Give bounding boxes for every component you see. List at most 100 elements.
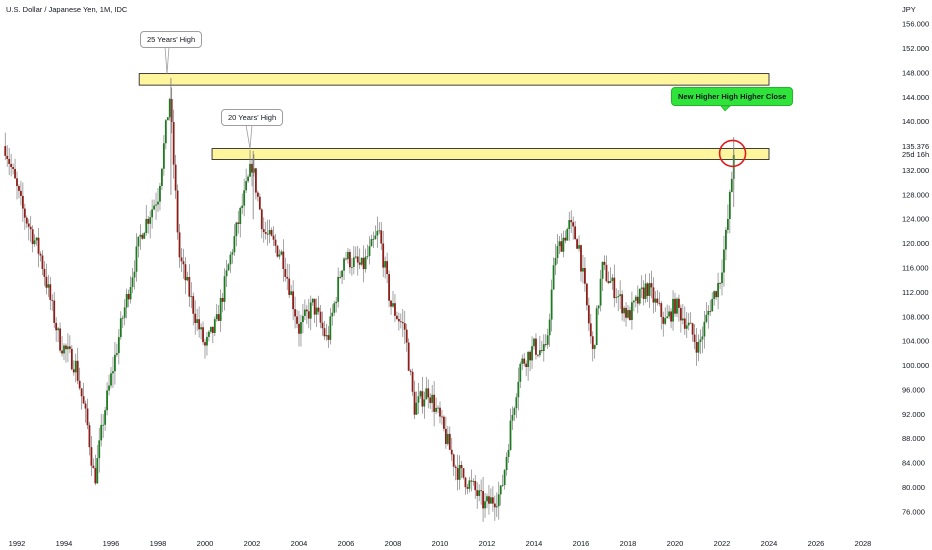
candle-body <box>125 293 128 308</box>
candle-body <box>441 416 443 418</box>
candle-body <box>164 120 167 144</box>
x-tick-label: 2016 <box>573 539 590 548</box>
candle-body <box>605 264 608 282</box>
candle-body <box>159 185 161 202</box>
candle-body <box>225 270 228 277</box>
candle-body <box>215 314 218 320</box>
candle-body <box>621 294 624 314</box>
candle-body <box>362 257 365 270</box>
candle-body <box>456 468 459 480</box>
y-tick-label: 124.000 <box>902 215 929 224</box>
candle-body <box>609 280 612 283</box>
candle-body <box>552 265 555 290</box>
candle-body <box>693 334 696 342</box>
candle-body <box>632 300 635 303</box>
candle-body <box>315 307 318 315</box>
x-tick-label: 2026 <box>808 539 825 548</box>
candle-body <box>584 268 586 284</box>
candle-body <box>529 351 531 361</box>
candle-body <box>478 490 481 496</box>
candle-body <box>51 299 54 301</box>
candle-body <box>284 269 287 277</box>
candle-body <box>162 143 165 169</box>
candle-body <box>180 257 183 262</box>
candle-body <box>521 358 524 364</box>
candle-body <box>448 433 451 450</box>
price-axis[interactable]: 76.000 80.000 84.000 88.000 92.000 96.000 100.… <box>902 20 929 517</box>
candle-body <box>141 234 144 239</box>
candle-body <box>464 477 467 488</box>
candle-body <box>347 251 349 260</box>
candle-body <box>595 308 598 346</box>
currency-label: JPY <box>902 5 916 14</box>
candle-body <box>119 318 122 338</box>
candle-body <box>149 217 152 224</box>
candle-body <box>525 363 528 368</box>
candle-body <box>290 291 293 295</box>
candle-body <box>321 322 324 329</box>
candle-body <box>313 298 316 315</box>
chart-title: U.S. Dollar / Japanese Yen, 1M, IDC <box>6 5 128 14</box>
candle-body <box>229 254 232 265</box>
candle-body <box>382 243 385 268</box>
y-tick-label: 108.000 <box>902 312 929 321</box>
candle-body <box>566 228 569 241</box>
candle-body <box>10 163 13 168</box>
candle-body <box>399 321 402 323</box>
highlight-circle <box>718 139 747 168</box>
candle-body <box>108 385 110 391</box>
candle-body <box>691 323 694 335</box>
candle-body <box>278 254 281 257</box>
candle-body <box>687 322 690 326</box>
candle-body <box>576 239 578 249</box>
candle-body <box>646 283 649 296</box>
candle-body <box>112 371 114 374</box>
candle-body <box>490 497 492 504</box>
candle-body <box>47 284 50 288</box>
candle-body <box>21 195 24 209</box>
candle-body <box>117 337 120 354</box>
candle-body <box>231 252 234 255</box>
candle-body <box>39 253 42 256</box>
x-tick-label: 2028 <box>855 539 872 548</box>
candle-body <box>625 307 627 318</box>
candle-body <box>550 289 553 320</box>
candle-body <box>480 490 483 492</box>
candle-body <box>388 274 390 301</box>
candle-body <box>27 223 30 227</box>
candle-body <box>194 313 197 324</box>
y-tick-label: 148.000 <box>902 68 929 77</box>
candle-body <box>701 336 704 340</box>
candle-body <box>131 277 134 288</box>
candle-body <box>98 440 101 459</box>
candle-body <box>713 291 716 299</box>
x-tick-label: 2024 <box>761 539 778 548</box>
candle-body <box>707 310 710 315</box>
candle-body <box>8 158 11 164</box>
time-axis[interactable]: 1992 1994 1996 1998 2000 2002 2004 2006 2008 2010… <box>9 539 872 548</box>
candle-body <box>679 307 682 321</box>
callout-25-years-high: 25 Years' High <box>140 31 203 48</box>
candle-body <box>709 310 712 312</box>
candle-body <box>61 350 63 354</box>
candle-body <box>390 300 392 307</box>
candle-body <box>166 117 169 121</box>
candle-body <box>341 270 343 278</box>
candle-body <box>538 350 541 356</box>
candle-body <box>511 414 514 421</box>
candle-body <box>613 277 616 299</box>
x-tick-label: 1994 <box>56 539 73 548</box>
candle-body <box>67 346 69 350</box>
candle-body <box>104 410 107 425</box>
candle-body <box>634 296 637 301</box>
candle-body <box>65 345 67 350</box>
candle-body <box>282 251 285 270</box>
candle-body <box>433 394 436 412</box>
candle-body <box>325 335 328 337</box>
candle-body <box>286 276 289 279</box>
candle-body <box>245 181 248 191</box>
candle-body <box>349 251 351 268</box>
candle-body <box>333 303 336 313</box>
candle-body <box>72 369 75 373</box>
